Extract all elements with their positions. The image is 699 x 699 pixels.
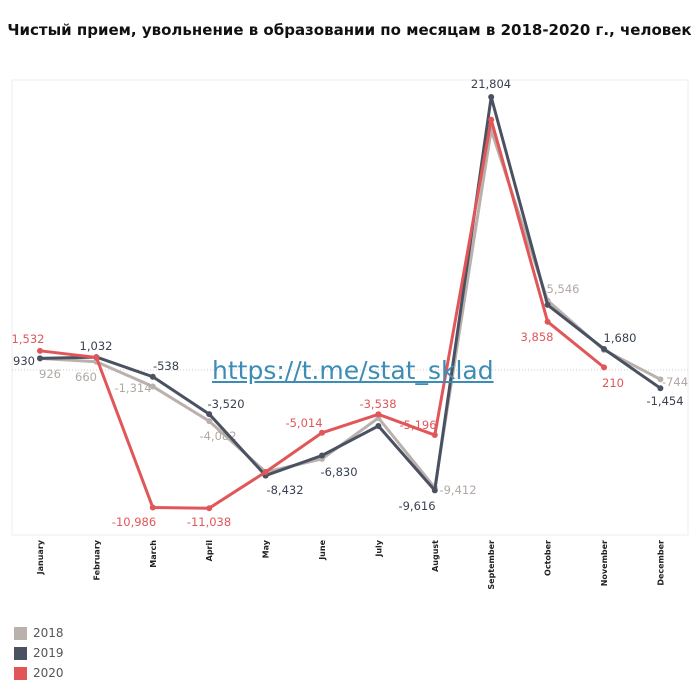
- data-label-2019: -6,830: [320, 465, 357, 479]
- data-label-2020: 1,532: [12, 332, 45, 346]
- x-tick-label: March: [149, 540, 158, 568]
- data-point-2019: [601, 345, 607, 352]
- data-point-2019: [657, 385, 664, 392]
- data-point-2020: [544, 318, 551, 325]
- data-point-2020: [149, 504, 156, 511]
- data-point-2020: [431, 432, 438, 439]
- data-label-2018: 926: [39, 367, 61, 381]
- data-label-2019: 21,804: [471, 77, 511, 91]
- legend: 2018 2019 2020: [14, 623, 64, 683]
- legend-item-2018[interactable]: 2018: [14, 623, 64, 643]
- data-label-2019: -8,432: [266, 483, 303, 497]
- x-tick-label: February: [92, 539, 101, 580]
- watermark-link[interactable]: https://t.me/stat_sklad: [212, 356, 494, 385]
- data-label-2018: 5,546: [547, 282, 580, 296]
- data-point-2020: [37, 347, 43, 354]
- x-tick-label: June: [318, 539, 327, 560]
- data-point-2019: [544, 301, 551, 308]
- data-label-2020: 210: [602, 376, 624, 390]
- series-line-2020: [39, 118, 605, 510]
- data-label-2020: -3,538: [359, 397, 396, 411]
- data-point-2020: [488, 116, 495, 123]
- legend-swatch: [14, 646, 27, 660]
- data-point-2019: [149, 373, 156, 380]
- data-label-2020: 3,858: [521, 330, 554, 344]
- data-label-2019: -3,520: [207, 397, 244, 411]
- x-tick-label: January: [36, 539, 45, 575]
- data-label-2020: -5,196: [399, 418, 436, 432]
- x-tick-label: August: [431, 540, 440, 572]
- data-point-2019: [37, 355, 43, 362]
- legend-label: 2020: [33, 666, 64, 680]
- legend-label: 2018: [33, 626, 64, 640]
- data-point-2019: [375, 422, 382, 429]
- data-point-2020: [601, 364, 607, 371]
- data-label-2019: 1,680: [604, 331, 637, 345]
- data-label-2020: -10,986: [112, 515, 156, 529]
- x-tick-label: May: [262, 539, 271, 558]
- legend-label: 2019: [33, 646, 64, 660]
- x-tick-label: December: [656, 540, 665, 586]
- data-point-2020: [206, 505, 213, 512]
- data-point-2020: [93, 354, 100, 361]
- data-label-2019: -1,454: [646, 394, 683, 408]
- legend-item-2020[interactable]: 2020: [14, 663, 64, 683]
- legend-swatch: [14, 626, 27, 640]
- series-line-2019: [39, 95, 662, 492]
- x-tick-label: July: [374, 539, 383, 557]
- data-label-2020: -11,038: [187, 515, 231, 529]
- data-point-2019: [431, 487, 438, 494]
- plot-frame: [11, 79, 689, 536]
- data-label-2020: -5,014: [285, 416, 322, 430]
- x-tick-label: October: [544, 540, 553, 576]
- data-label-2019: -9,616: [398, 499, 435, 513]
- data-point-2018: [206, 418, 213, 425]
- data-label-2018: -9,412: [439, 483, 476, 497]
- series-line-2018: [39, 128, 662, 490]
- data-label-2019: 930: [13, 354, 35, 368]
- data-point-2019: [319, 452, 325, 459]
- data-point-2019: [488, 94, 495, 101]
- data-point-2019: [206, 411, 213, 418]
- data-point-2018: [657, 376, 664, 383]
- x-tick-label: April: [205, 540, 214, 562]
- data-point-2020: [319, 429, 325, 436]
- data-point-2020: [262, 469, 269, 476]
- data-point-2020: [375, 411, 382, 418]
- x-tick-label: November: [600, 540, 609, 586]
- data-label-2018: -744: [662, 375, 688, 389]
- legend-item-2019[interactable]: 2019: [14, 643, 64, 663]
- data-point-2018: [149, 383, 156, 390]
- data-label-2019: -538: [153, 359, 179, 373]
- chart-title: Чистый прием, увольнение в образовании п…: [7, 21, 692, 39]
- x-tick-label: September: [487, 540, 496, 590]
- legend-swatch: [14, 666, 27, 680]
- data-label-2018: -1,314: [114, 381, 151, 395]
- data-label-2019: 1,032: [80, 339, 113, 353]
- data-label-2018: 660: [75, 370, 97, 384]
